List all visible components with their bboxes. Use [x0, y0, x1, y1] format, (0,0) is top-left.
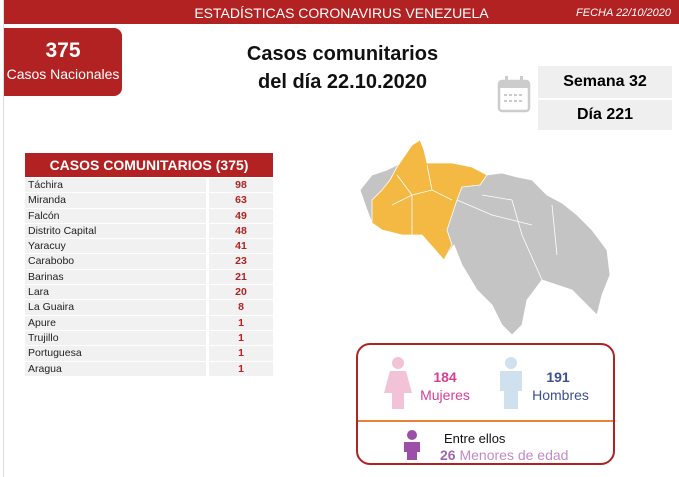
title-line2: del día 22.10.2020 — [257, 71, 427, 93]
page-frame — [3, 0, 679, 477]
page-title: Casos comunitarios del día 22.10.2020 — [210, 40, 475, 96]
table-row: Táchira 98 — [25, 178, 273, 193]
state-name: Distrito Capital — [25, 223, 206, 239]
table-row: Distrito Capital 48 — [25, 223, 273, 239]
case-count: 1 — [209, 346, 273, 361]
table-row: Yaracuy 41 — [25, 239, 273, 254]
minors-count: 26 — [440, 447, 456, 463]
national-label: Casos Nacionales — [6, 66, 120, 82]
state-name: Miranda — [25, 193, 206, 208]
header-bar: ESTADÍSTICAS CORONAVIRUS VENEZUELA FECHA… — [4, 0, 679, 24]
state-name: Barinas — [25, 269, 206, 285]
gender-summary-box: 184 Mujeres 191 Hombres Entre ellos 26 M… — [356, 343, 615, 465]
case-count: 49 — [209, 208, 273, 223]
table-row: Barinas 21 — [25, 269, 273, 285]
state-name: Portuguesa — [25, 346, 206, 361]
case-count: 48 — [209, 223, 273, 239]
men-count: 191 — [546, 369, 570, 385]
table-row: Miranda 63 — [25, 193, 273, 208]
table-row: Apure 1 — [25, 315, 273, 330]
male-icon — [500, 357, 522, 409]
map-highlight — [371, 139, 488, 261]
state-name: Yaracuy — [25, 239, 206, 254]
case-count: 23 — [209, 254, 273, 269]
title-line1: Casos comunitarios — [246, 43, 439, 65]
case-count: 21 — [209, 269, 273, 285]
divider — [358, 420, 613, 422]
state-name: Trujillo — [25, 330, 206, 346]
state-name: Aragua — [25, 361, 206, 376]
table-row: Portuguesa 1 — [25, 346, 273, 361]
week-box: Semana 32 — [538, 66, 672, 98]
day-box: Día 221 — [538, 100, 672, 130]
state-name: Carabobo — [25, 254, 206, 269]
table-row: Lara 20 — [25, 285, 273, 300]
state-name: Lara — [25, 285, 206, 300]
state-name: Táchira — [25, 178, 206, 193]
case-count: 20 — [209, 285, 273, 300]
case-count: 8 — [209, 300, 273, 315]
men-label: Hombres — [532, 387, 589, 403]
table-row: La Guaira 8 — [25, 300, 273, 315]
calendar-icon — [497, 76, 531, 113]
state-name: La Guaira — [25, 300, 206, 315]
case-count: 98 — [209, 178, 273, 193]
case-count: 41 — [209, 239, 273, 254]
state-name: Apure — [25, 315, 206, 330]
table-row: Aragua 1 — [25, 361, 273, 376]
national-count: 375 — [45, 39, 81, 62]
national-cases-box: 375 Casos Nacionales — [4, 28, 122, 96]
child-icon — [404, 430, 420, 460]
case-count: 1 — [209, 315, 273, 330]
minors-intro: Entre ellos — [444, 431, 506, 446]
venezuela-map — [359, 139, 611, 336]
table-row: Carabobo 23 — [25, 254, 273, 269]
case-count: 63 — [209, 193, 273, 208]
case-count: 1 — [209, 361, 273, 376]
women-label: Mujeres — [420, 387, 470, 403]
table-row: Falcón 49 — [25, 208, 273, 223]
minors-line: 26 Menores de edad — [440, 447, 568, 463]
case-count: 1 — [209, 330, 273, 346]
female-icon — [384, 357, 412, 409]
women-count: 184 — [433, 369, 457, 385]
table-header: CASOS COMUNITARIOS (375) — [25, 153, 273, 177]
minors-label: Menores de edad — [459, 447, 569, 463]
header-date: FECHA 22/10/2020 — [576, 7, 671, 19]
cases-table: CASOS COMUNITARIOS (375) Táchira 98 Mirand… — [25, 153, 273, 376]
table-row: Trujillo 1 — [25, 330, 273, 346]
header-title: ESTADÍSTICAS CORONAVIRUS VENEZUELA — [194, 5, 489, 21]
state-name: Falcón — [25, 208, 206, 223]
